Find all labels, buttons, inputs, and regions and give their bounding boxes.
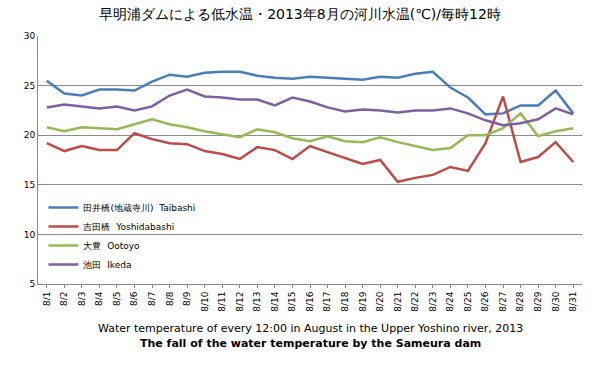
- svg-text:8/12: 8/12: [235, 292, 245, 312]
- svg-text:8/13: 8/13: [252, 292, 262, 312]
- svg-text:大豊 Ootoyo: 大豊 Ootoyo: [83, 241, 140, 251]
- svg-text:早明浦ダムによる低水温・2013年8月の河川水温(℃)/毎時: 早明浦ダムによる低水温・2013年8月の河川水温(℃)/毎時12時: [99, 6, 501, 22]
- svg-text:8/26: 8/26: [480, 291, 490, 311]
- svg-text:吉田橋 Yoshidabashi: 吉田橋 Yoshidabashi: [83, 222, 174, 232]
- svg-text:田井橋(地蔵寺川) Taibashi: 田井橋(地蔵寺川) Taibashi: [83, 203, 195, 213]
- svg-text:25: 25: [24, 81, 35, 91]
- svg-text:8/24: 8/24: [445, 291, 455, 311]
- svg-text:30: 30: [24, 31, 36, 41]
- svg-text:8/17: 8/17: [322, 292, 332, 312]
- svg-text:8/10: 8/10: [200, 291, 210, 311]
- svg-text:8/22: 8/22: [410, 292, 420, 312]
- svg-text:8/21: 8/21: [393, 292, 403, 312]
- svg-text:8/2: 8/2: [59, 292, 69, 306]
- svg-text:8/8: 8/8: [165, 291, 175, 306]
- svg-text:The fall of the water temperat: The fall of the water temperature by the…: [140, 337, 481, 350]
- svg-text:10: 10: [24, 230, 36, 240]
- svg-text:8/20: 8/20: [375, 291, 385, 311]
- svg-text:8/14: 8/14: [270, 291, 280, 311]
- svg-text:8/18: 8/18: [340, 291, 350, 311]
- svg-text:15: 15: [24, 180, 35, 190]
- svg-text:8/1: 8/1: [42, 292, 52, 306]
- svg-text:Water temperature of every 12:: Water temperature of every 12:00 in Augu…: [98, 322, 523, 335]
- svg-text:8/19: 8/19: [358, 291, 368, 311]
- svg-text:8/25: 8/25: [463, 292, 473, 312]
- svg-text:20: 20: [24, 130, 36, 140]
- svg-text:8/28: 8/28: [516, 291, 526, 311]
- svg-text:8/11: 8/11: [217, 292, 227, 312]
- svg-text:8/31: 8/31: [568, 292, 578, 312]
- svg-text:池田 Ikeda: 池田 Ikeda: [83, 260, 131, 270]
- svg-text:8/15: 8/15: [287, 292, 297, 312]
- svg-text:8/30: 8/30: [551, 291, 561, 311]
- svg-text:5: 5: [29, 279, 35, 289]
- svg-text:8/3: 8/3: [77, 292, 87, 306]
- svg-text:8/7: 8/7: [147, 292, 157, 306]
- svg-text:8/16: 8/16: [305, 291, 315, 311]
- svg-text:8/27: 8/27: [498, 292, 508, 312]
- svg-text:8/9: 8/9: [182, 291, 192, 306]
- svg-text:8/5: 8/5: [112, 292, 122, 306]
- svg-text:8/23: 8/23: [428, 292, 438, 312]
- svg-text:8/6: 8/6: [129, 291, 139, 306]
- svg-text:8/29: 8/29: [533, 291, 543, 311]
- svg-text:8/4: 8/4: [94, 291, 104, 306]
